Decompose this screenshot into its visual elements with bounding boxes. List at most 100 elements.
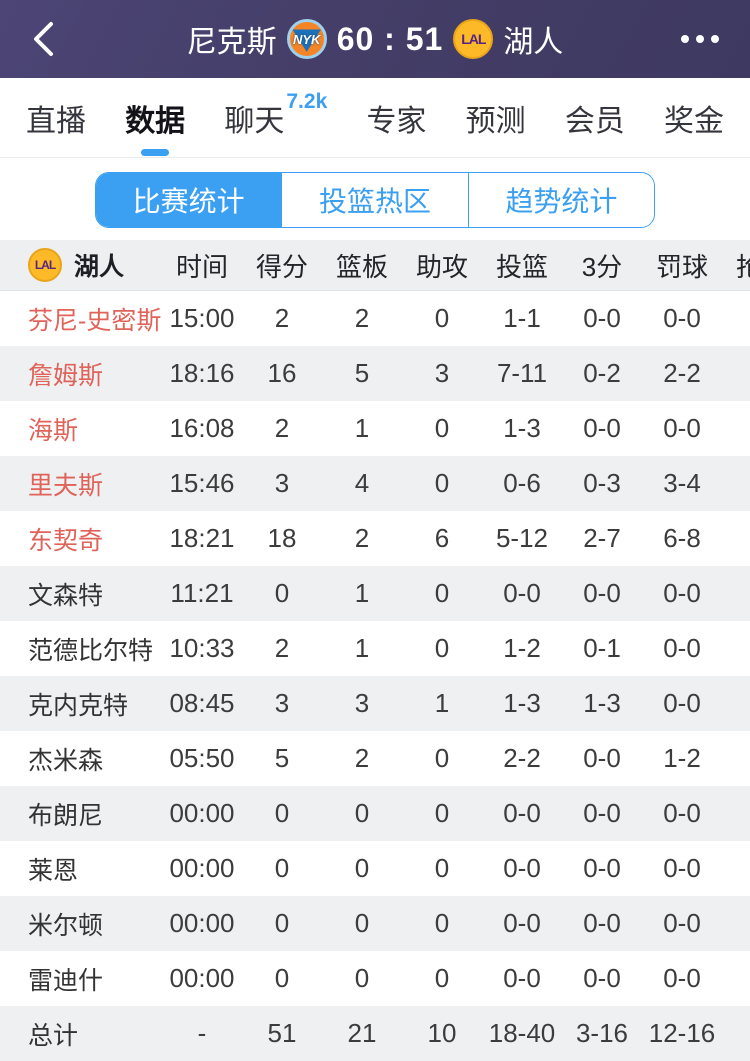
column-header: 罚球 (655, 251, 708, 282)
segment-item[interactable]: 投篮热区 (281, 173, 468, 227)
player-name-cell: 东契奇 (0, 521, 162, 557)
stat-cell: 5 (354, 358, 370, 388)
player-name: 里夫斯 (28, 471, 104, 500)
stat-cell: 0-0 (663, 303, 701, 333)
stat-cell: 1-1 (503, 303, 541, 333)
stat-cell: 21 (347, 1018, 377, 1048)
tab-item[interactable]: 会员 (565, 78, 625, 158)
player-name: 克内克特 (28, 691, 129, 720)
stat-cell: 0-0 (663, 688, 701, 718)
segment-item[interactable]: 趋势统计 (467, 173, 654, 227)
stat-cell: 0-0 (663, 798, 701, 828)
more-options-button[interactable] (672, 0, 728, 78)
stat-cell: 0-0 (583, 743, 621, 773)
table-row: 杰米森 05:50 5 2 0 2-2 0-0 1-2 (0, 731, 750, 786)
stat-cell: 2 (354, 303, 370, 333)
stat-cell: 12-16 (648, 1018, 716, 1048)
stat-cell: 0 (354, 798, 370, 828)
nyk-team-logo: NYK (286, 19, 327, 59)
stat-cell: 3-4 (663, 468, 701, 498)
player-name-cell: 布朗尼 (0, 796, 162, 832)
segment-item[interactable]: 比赛统计 (96, 173, 282, 227)
stat-cell: 5 (274, 743, 290, 773)
back-button[interactable] (18, 0, 68, 78)
stat-cell: 0-0 (583, 908, 621, 938)
away-team-name: 尼克斯 (186, 26, 277, 59)
stat-cell: 0 (274, 963, 290, 993)
stat-cell: 6-8 (663, 523, 701, 553)
column-header: 篮板 (335, 251, 388, 282)
stat-cell: 0-0 (583, 963, 621, 993)
stat-cell: 1-2 (663, 743, 701, 773)
stat-cell: 2 (274, 413, 290, 443)
stat-cell: 0-3 (583, 468, 621, 498)
stat-cell: 2-2 (663, 358, 701, 388)
stat-cell: 0-0 (663, 578, 701, 608)
stat-cell: 15:46 (169, 468, 235, 498)
stat-cell: 0 (274, 908, 290, 938)
stat-cell: 0-6 (503, 468, 541, 498)
stat-cell: 0-0 (663, 908, 701, 938)
player-name: 杰米森 (28, 746, 104, 775)
table-row: 海斯 16:08 2 1 0 1-3 0-0 0-0 (0, 401, 750, 456)
table-row: 范德比尔特 10:33 2 1 0 1-2 0-1 0-0 (0, 621, 750, 676)
segment-label: 投篮热区 (318, 186, 431, 217)
tab-item[interactable]: 奖金 (664, 78, 724, 158)
team-header-label: 湖人 (74, 253, 125, 281)
stat-cell: 0 (434, 908, 450, 938)
column-header: 得分 (255, 251, 308, 282)
stat-cell: 0-0 (583, 413, 621, 443)
section-tabbar: 直播 数据 聊天 7.2k 专家 预测 会员 奖金 (0, 78, 750, 158)
player-name-cell: 米尔顿 (0, 906, 162, 942)
stat-cell: 15:00 (169, 303, 235, 333)
stat-cell: 2 (354, 523, 370, 553)
stat-cell: 18:21 (169, 523, 235, 553)
stat-cell: 0 (434, 963, 450, 993)
stat-cell: 00:00 (169, 853, 235, 883)
stat-cell: 18-40 (488, 1018, 556, 1048)
stat-cell: 0-0 (663, 633, 701, 663)
stat-cell: - (197, 1018, 207, 1048)
stat-cell: 11:21 (170, 578, 234, 608)
column-header: 投篮 (495, 251, 548, 282)
tab-item[interactable]: 数据 (125, 78, 185, 158)
stat-cell: 3 (434, 358, 450, 388)
table-row: 芬尼-史密斯 15:00 2 2 0 1-1 0-0 0-0 (0, 291, 750, 346)
stat-cell: 0-0 (663, 413, 701, 443)
player-name: 总计 (28, 1021, 79, 1050)
stat-cell: 0-0 (503, 853, 541, 883)
table-row: 里夫斯 15:46 3 4 0 0-6 0-3 3-4 (0, 456, 750, 511)
tab-item[interactable]: 聊天 7.2k (224, 78, 327, 158)
table-row: 东契奇 18:21 18 2 6 5-12 2-7 6-8 (0, 511, 750, 566)
stat-cell: 1 (354, 578, 370, 608)
stat-cell: 0 (434, 578, 450, 608)
tab-item[interactable]: 预测 (466, 78, 526, 158)
tab-label: 数据 (125, 104, 186, 138)
stat-cell: 2-2 (503, 743, 541, 773)
tab-label: 聊天 (224, 104, 285, 138)
tab-badge: 7.2k (286, 89, 328, 113)
table-row: 布朗尼 00:00 0 0 0 0-0 0-0 0-0 (0, 786, 750, 841)
table-row: 克内克特 08:45 3 3 1 1-3 1-3 0-0 (0, 676, 750, 731)
stat-cell: 0 (354, 853, 370, 883)
player-name: 东契奇 (28, 526, 104, 555)
player-name: 布朗尼 (28, 801, 104, 830)
stat-cell: 0 (274, 853, 290, 883)
stat-cell: 18 (267, 523, 297, 553)
stat-cell: 0-0 (583, 798, 621, 828)
stat-cell: 1-3 (503, 413, 541, 443)
stat-cell: 0-0 (503, 963, 541, 993)
tab-item[interactable]: 专家 (366, 78, 426, 158)
stat-cell: 1 (434, 688, 450, 718)
tab-label: 奖金 (664, 104, 724, 138)
stat-cell: 0-0 (503, 908, 541, 938)
stat-cell: 1-2 (503, 633, 541, 663)
stats-view-switch-wrap: 比赛统计 投篮热区 趋势统计 (0, 158, 750, 240)
stat-cell: 3 (354, 688, 370, 718)
tab-label: 预测 (465, 104, 526, 138)
stat-cell: 00:00 (169, 798, 235, 828)
tab-item[interactable]: 直播 (26, 78, 86, 158)
stat-cell: 18:16 (169, 358, 235, 388)
